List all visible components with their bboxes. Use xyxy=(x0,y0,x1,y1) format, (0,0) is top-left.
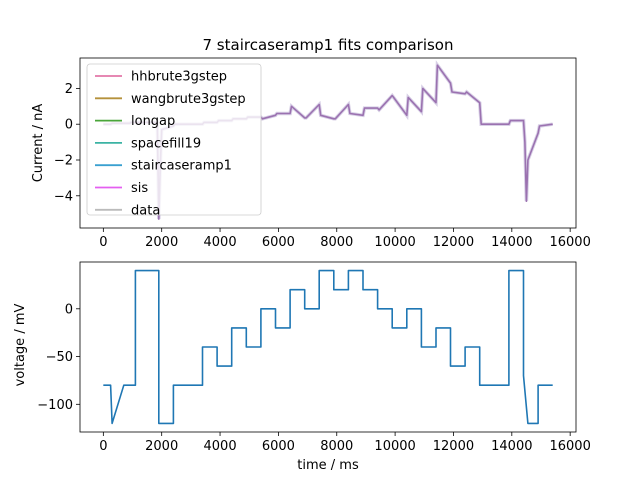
legend-label: hhbrute3gstep xyxy=(131,70,227,85)
x-tick-label: 0 xyxy=(99,439,107,454)
y-axis-label-current: Current / nA xyxy=(31,104,46,183)
voltage-axis-ticks: 0 2000 4000 6000 8000 10000 12000 14000 16000 −10… xyxy=(37,302,591,454)
y-tick-label: 2 xyxy=(65,82,73,97)
x-tick-label: 4000 xyxy=(204,439,237,454)
voltage-panel: voltage / mV time / ms 0 2000 4000 6000 8000… xyxy=(13,261,591,473)
x-tick-label: 16000 xyxy=(549,235,590,250)
x-tick-label: 10000 xyxy=(374,235,415,250)
voltage-trace xyxy=(103,269,553,425)
x-tick-label: 4000 xyxy=(204,235,237,250)
x-tick-label: 14000 xyxy=(491,235,532,250)
current-axis-ticks: 0 2000 4000 6000 8000 10000 12000 14000 16000 −4 −… xyxy=(54,82,591,250)
legend-label: longap xyxy=(131,114,175,129)
x-tick-label: 6000 xyxy=(262,235,295,250)
y-tick-label: −100 xyxy=(37,398,73,413)
y-tick-label: 0 xyxy=(65,118,73,133)
legend: hhbrute3gstep wangbrute3gstep longap spacef… xyxy=(86,63,262,218)
x-axis-label-time: time / ms xyxy=(297,458,359,473)
x-tick-label: 2000 xyxy=(145,439,178,454)
legend-label: spacefill19 xyxy=(131,136,201,151)
x-tick-label: 8000 xyxy=(320,235,353,250)
x-tick-label: 12000 xyxy=(433,439,474,454)
x-tick-label: 0 xyxy=(99,235,107,250)
current-panel: 7 staircaseramp1 fits comparison Current… xyxy=(31,36,591,250)
axes-frame xyxy=(79,57,577,229)
chart-title: 7 staircaseramp1 fits comparison xyxy=(203,36,454,54)
y-axis-label-voltage: voltage / mV xyxy=(13,304,28,387)
x-tick-label: 12000 xyxy=(433,235,474,250)
legend-label: wangbrute3gstep xyxy=(131,92,246,107)
legend-label: staircaseramp1 xyxy=(131,159,232,174)
voltage-plot-area xyxy=(79,261,577,433)
legend-box xyxy=(86,63,262,216)
x-tick-label: 14000 xyxy=(491,439,532,454)
x-tick-label: 10000 xyxy=(374,439,415,454)
y-tick-label: −4 xyxy=(54,189,73,204)
x-tick-label: 6000 xyxy=(262,439,295,454)
legend-label: data xyxy=(131,203,160,218)
axes-frame xyxy=(79,261,577,433)
x-tick-label: 8000 xyxy=(320,439,353,454)
x-tick-label: 16000 xyxy=(549,439,590,454)
x-tick-label: 2000 xyxy=(145,235,178,250)
y-tick-label: 0 xyxy=(65,302,73,317)
legend-label: sis xyxy=(131,181,148,196)
y-tick-label: −50 xyxy=(46,350,73,365)
y-tick-label: −2 xyxy=(54,154,73,169)
